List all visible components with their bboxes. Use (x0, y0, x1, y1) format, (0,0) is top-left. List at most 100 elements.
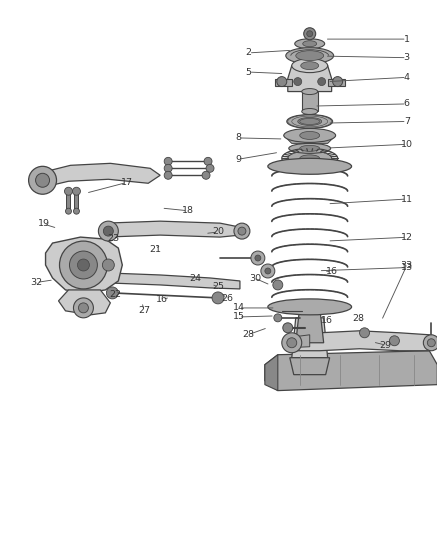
Text: 4: 4 (404, 73, 410, 82)
Ellipse shape (298, 117, 321, 125)
Text: 21: 21 (150, 245, 162, 254)
Ellipse shape (288, 151, 332, 166)
Polygon shape (275, 78, 292, 86)
Circle shape (251, 251, 265, 265)
Circle shape (28, 166, 57, 194)
Text: 3: 3 (404, 53, 410, 62)
Circle shape (164, 157, 172, 165)
Ellipse shape (303, 41, 317, 47)
Polygon shape (265, 355, 278, 391)
Ellipse shape (300, 146, 320, 151)
Circle shape (234, 223, 250, 239)
Ellipse shape (292, 59, 328, 72)
Circle shape (274, 314, 282, 322)
Text: 16: 16 (321, 316, 333, 325)
Ellipse shape (302, 109, 318, 115)
Text: 12: 12 (401, 233, 413, 242)
Circle shape (70, 251, 97, 279)
Text: 27: 27 (138, 305, 150, 314)
Circle shape (74, 298, 93, 318)
Circle shape (238, 227, 246, 235)
Circle shape (277, 77, 287, 86)
Text: 1: 1 (404, 35, 410, 44)
Polygon shape (284, 135, 336, 143)
Polygon shape (74, 191, 78, 211)
Text: 5: 5 (246, 68, 252, 77)
Text: 25: 25 (212, 282, 224, 291)
Polygon shape (296, 307, 324, 343)
Text: 10: 10 (401, 140, 413, 149)
Polygon shape (290, 358, 330, 375)
Polygon shape (292, 318, 328, 358)
Circle shape (102, 259, 114, 271)
Circle shape (99, 221, 118, 241)
Circle shape (35, 173, 49, 187)
Circle shape (389, 336, 399, 346)
Circle shape (261, 264, 275, 278)
Text: 19: 19 (38, 220, 49, 229)
Circle shape (294, 78, 302, 86)
Text: 23: 23 (107, 235, 120, 244)
Text: 18: 18 (182, 206, 194, 215)
Ellipse shape (301, 62, 319, 70)
Text: 28: 28 (243, 330, 254, 339)
Text: 6: 6 (404, 100, 410, 108)
Circle shape (318, 78, 326, 86)
Circle shape (78, 259, 89, 271)
Text: 16: 16 (156, 295, 168, 304)
Circle shape (164, 164, 172, 172)
Circle shape (273, 280, 283, 290)
Polygon shape (39, 163, 160, 188)
Text: 30: 30 (249, 273, 261, 282)
Text: 32: 32 (30, 278, 42, 287)
Ellipse shape (286, 47, 334, 63)
Ellipse shape (300, 155, 320, 162)
Text: 2: 2 (246, 49, 252, 58)
Circle shape (360, 328, 370, 338)
Polygon shape (108, 273, 240, 289)
Polygon shape (265, 351, 437, 391)
Ellipse shape (296, 51, 324, 61)
Circle shape (427, 339, 435, 347)
Ellipse shape (295, 39, 325, 49)
Polygon shape (46, 237, 122, 293)
Circle shape (202, 171, 210, 179)
Circle shape (282, 333, 302, 353)
Ellipse shape (302, 88, 318, 94)
Text: 8: 8 (236, 133, 242, 142)
Text: 22: 22 (109, 289, 121, 298)
Polygon shape (106, 221, 240, 237)
Polygon shape (328, 78, 345, 86)
Text: 26: 26 (221, 294, 233, 303)
Circle shape (287, 338, 297, 348)
Ellipse shape (300, 132, 320, 140)
Circle shape (72, 187, 81, 195)
Polygon shape (302, 92, 318, 111)
Circle shape (103, 226, 113, 236)
Circle shape (307, 31, 313, 37)
Circle shape (332, 77, 343, 86)
Circle shape (204, 157, 212, 165)
Polygon shape (59, 290, 110, 315)
Text: 14: 14 (233, 303, 245, 312)
Ellipse shape (289, 143, 331, 154)
Ellipse shape (287, 115, 332, 128)
Ellipse shape (284, 128, 336, 142)
Circle shape (78, 303, 88, 313)
Text: 11: 11 (401, 195, 413, 204)
Text: 33: 33 (401, 261, 413, 270)
Text: 15: 15 (233, 312, 245, 321)
Polygon shape (67, 191, 71, 211)
Polygon shape (287, 335, 310, 348)
Text: 17: 17 (120, 178, 132, 187)
Text: 7: 7 (404, 117, 410, 126)
Circle shape (106, 287, 118, 299)
Text: 9: 9 (236, 155, 242, 164)
Circle shape (212, 292, 224, 304)
Text: 20: 20 (212, 228, 224, 237)
Circle shape (206, 164, 214, 172)
Circle shape (74, 208, 79, 214)
Text: 13: 13 (401, 263, 413, 272)
Circle shape (255, 255, 261, 261)
Circle shape (64, 187, 72, 195)
